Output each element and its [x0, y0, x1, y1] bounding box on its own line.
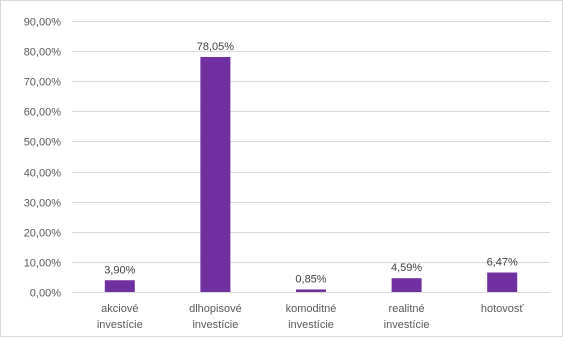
x-tick-label: dlhopisové [189, 303, 242, 315]
data-label: 0,85% [295, 273, 326, 285]
x-tick-label: investície [97, 319, 143, 331]
x-tick-label: akciové [101, 303, 138, 315]
gridlines [72, 21, 550, 293]
bar [487, 272, 518, 292]
y-tick-label: 0,00% [30, 288, 61, 300]
bar-chart: 0,00% 10,00% 20,00% 30,00% 40,00% 50,00% 60,00… [24, 17, 550, 331]
y-tick-label: 80,00% [24, 47, 62, 59]
x-tick-label: komoditné [286, 303, 337, 315]
data-label: 78,05% [197, 41, 235, 53]
y-tick-label: 20,00% [24, 228, 62, 240]
y-tick-label: 60,00% [24, 107, 62, 119]
bar [200, 56, 231, 293]
x-tick-label: investície [384, 319, 430, 331]
data-label: 3,90% [104, 264, 135, 276]
data-label: 4,59% [391, 262, 422, 274]
x-tick-label: investície [288, 319, 334, 331]
bar [391, 278, 422, 292]
data-label: 6,47% [487, 257, 518, 269]
y-axis-tick-labels: 0,00% 10,00% 20,00% 30,00% 40,00% 50,00% 60,00… [24, 17, 62, 300]
y-tick-label: 40,00% [24, 168, 62, 180]
data-labels: 3,90% 78,05% 0,85% 4,59% 6,47% [104, 41, 518, 285]
y-tick-label: 10,00% [24, 258, 62, 270]
bars [104, 56, 518, 293]
y-tick-label: 90,00% [24, 17, 62, 29]
y-tick-label: 30,00% [24, 198, 62, 210]
y-tick-label: 70,00% [24, 77, 62, 89]
x-tick-label: hotovosť [481, 303, 525, 315]
bar [296, 289, 326, 292]
x-tick-label: investície [192, 319, 238, 331]
y-tick-label: 50,00% [24, 137, 62, 149]
x-tick-label: realitné [389, 303, 425, 315]
bar [104, 280, 135, 292]
x-axis-category-labels: akciové investície dlhopisové investície kom… [97, 303, 525, 331]
